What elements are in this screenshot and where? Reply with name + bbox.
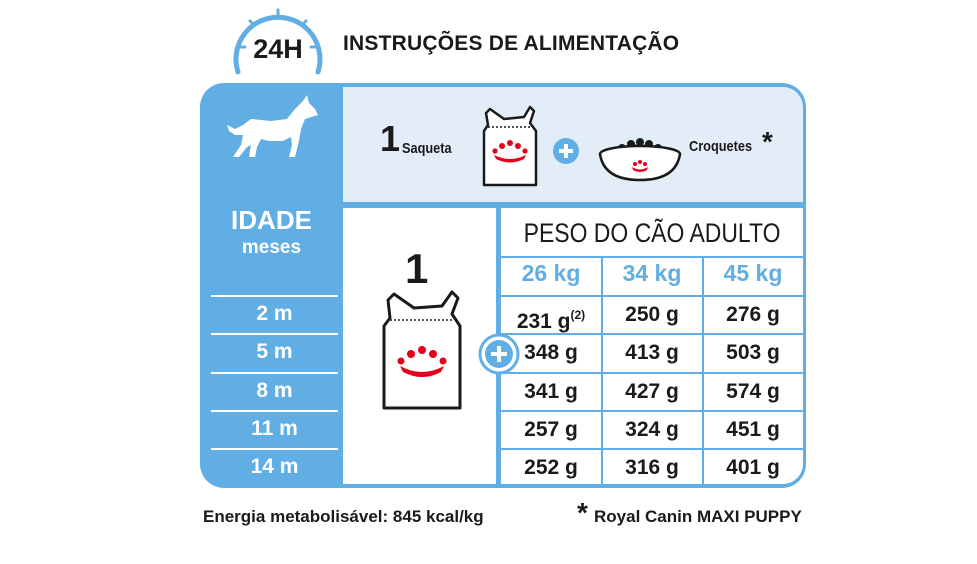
divider bbox=[211, 295, 338, 297]
kibble-bowl-icon bbox=[598, 138, 682, 182]
royal-canin-crown-logo bbox=[492, 140, 528, 163]
age-row: 2 m bbox=[256, 302, 293, 325]
divider bbox=[501, 295, 803, 297]
pouch-quantity: 1 bbox=[380, 118, 401, 159]
footnote-ref: (2) bbox=[570, 308, 586, 322]
table-cell: 257 g bbox=[524, 418, 578, 441]
divider bbox=[211, 333, 338, 335]
age-subtitle: meses bbox=[241, 237, 302, 258]
age-title: IDADE bbox=[231, 205, 312, 235]
divider bbox=[702, 256, 704, 484]
divider bbox=[501, 448, 803, 450]
weight-table-title: PESO DO CÃO ADULTO bbox=[523, 218, 781, 248]
clock-badge-text: 24H bbox=[253, 34, 303, 64]
table-cell: 348 g bbox=[524, 341, 578, 364]
royal-canin-crown-logo bbox=[397, 346, 447, 377]
age-row: 5 m bbox=[256, 340, 293, 363]
kibble-label: Croquetes bbox=[689, 138, 753, 155]
divider bbox=[501, 256, 803, 258]
dog-silhouette-icon bbox=[227, 95, 318, 157]
age-row: 8 m bbox=[256, 379, 293, 402]
wet-food-pouch-icon bbox=[382, 290, 462, 410]
brand-note: Royal Canin MAXI PUPPY bbox=[594, 507, 802, 526]
page-title: INSTRUÇÕES DE ALIMENTAÇÃO bbox=[343, 32, 680, 55]
wet-food-pouch-icon bbox=[482, 105, 538, 187]
table-cell: 341 g bbox=[524, 380, 578, 403]
table-cell: 276 g bbox=[726, 303, 780, 326]
table-cell: 574 g bbox=[726, 380, 780, 403]
table-cell: 401 g bbox=[726, 456, 780, 479]
energy-note: Energia metabolisável: 845 kcal/kg bbox=[203, 507, 484, 526]
table-cell-value: 231 g bbox=[516, 310, 571, 333]
table-cell: 252 g bbox=[524, 456, 578, 479]
table-cell: 316 g bbox=[625, 456, 679, 479]
weight-column-header: 45 kg bbox=[723, 260, 783, 286]
plus-circle-icon bbox=[478, 333, 520, 375]
weight-column-header: 34 kg bbox=[622, 260, 682, 286]
brand-footnote-mark: * bbox=[577, 497, 588, 528]
divider bbox=[501, 333, 803, 335]
divider bbox=[211, 410, 338, 412]
divider bbox=[501, 410, 803, 412]
table-cell: 427 g bbox=[625, 380, 679, 403]
pouch-label: Saqueta bbox=[402, 140, 452, 157]
table-cell: 250 g bbox=[625, 303, 679, 326]
divider bbox=[501, 372, 803, 374]
age-row: 11 m bbox=[251, 417, 298, 440]
divider bbox=[601, 256, 603, 484]
daily-pouch-quantity: 1 bbox=[405, 245, 429, 292]
table-cell: 413 g bbox=[625, 341, 679, 364]
clock-24h-icon: 24H bbox=[233, 8, 323, 75]
divider bbox=[211, 448, 338, 450]
weight-table-panel bbox=[501, 208, 803, 484]
table-cell: 324 g bbox=[625, 418, 679, 441]
kibble-footnote-mark: * bbox=[762, 126, 773, 157]
plus-circle-icon bbox=[553, 138, 579, 164]
table-cell: 503 g bbox=[726, 341, 780, 364]
table-cell: 451 g bbox=[726, 418, 780, 441]
weight-column-header: 26 kg bbox=[521, 260, 581, 286]
table-cell: 231 g(2) bbox=[501, 297, 601, 333]
divider bbox=[211, 372, 338, 374]
age-row: 14 m bbox=[250, 455, 299, 478]
